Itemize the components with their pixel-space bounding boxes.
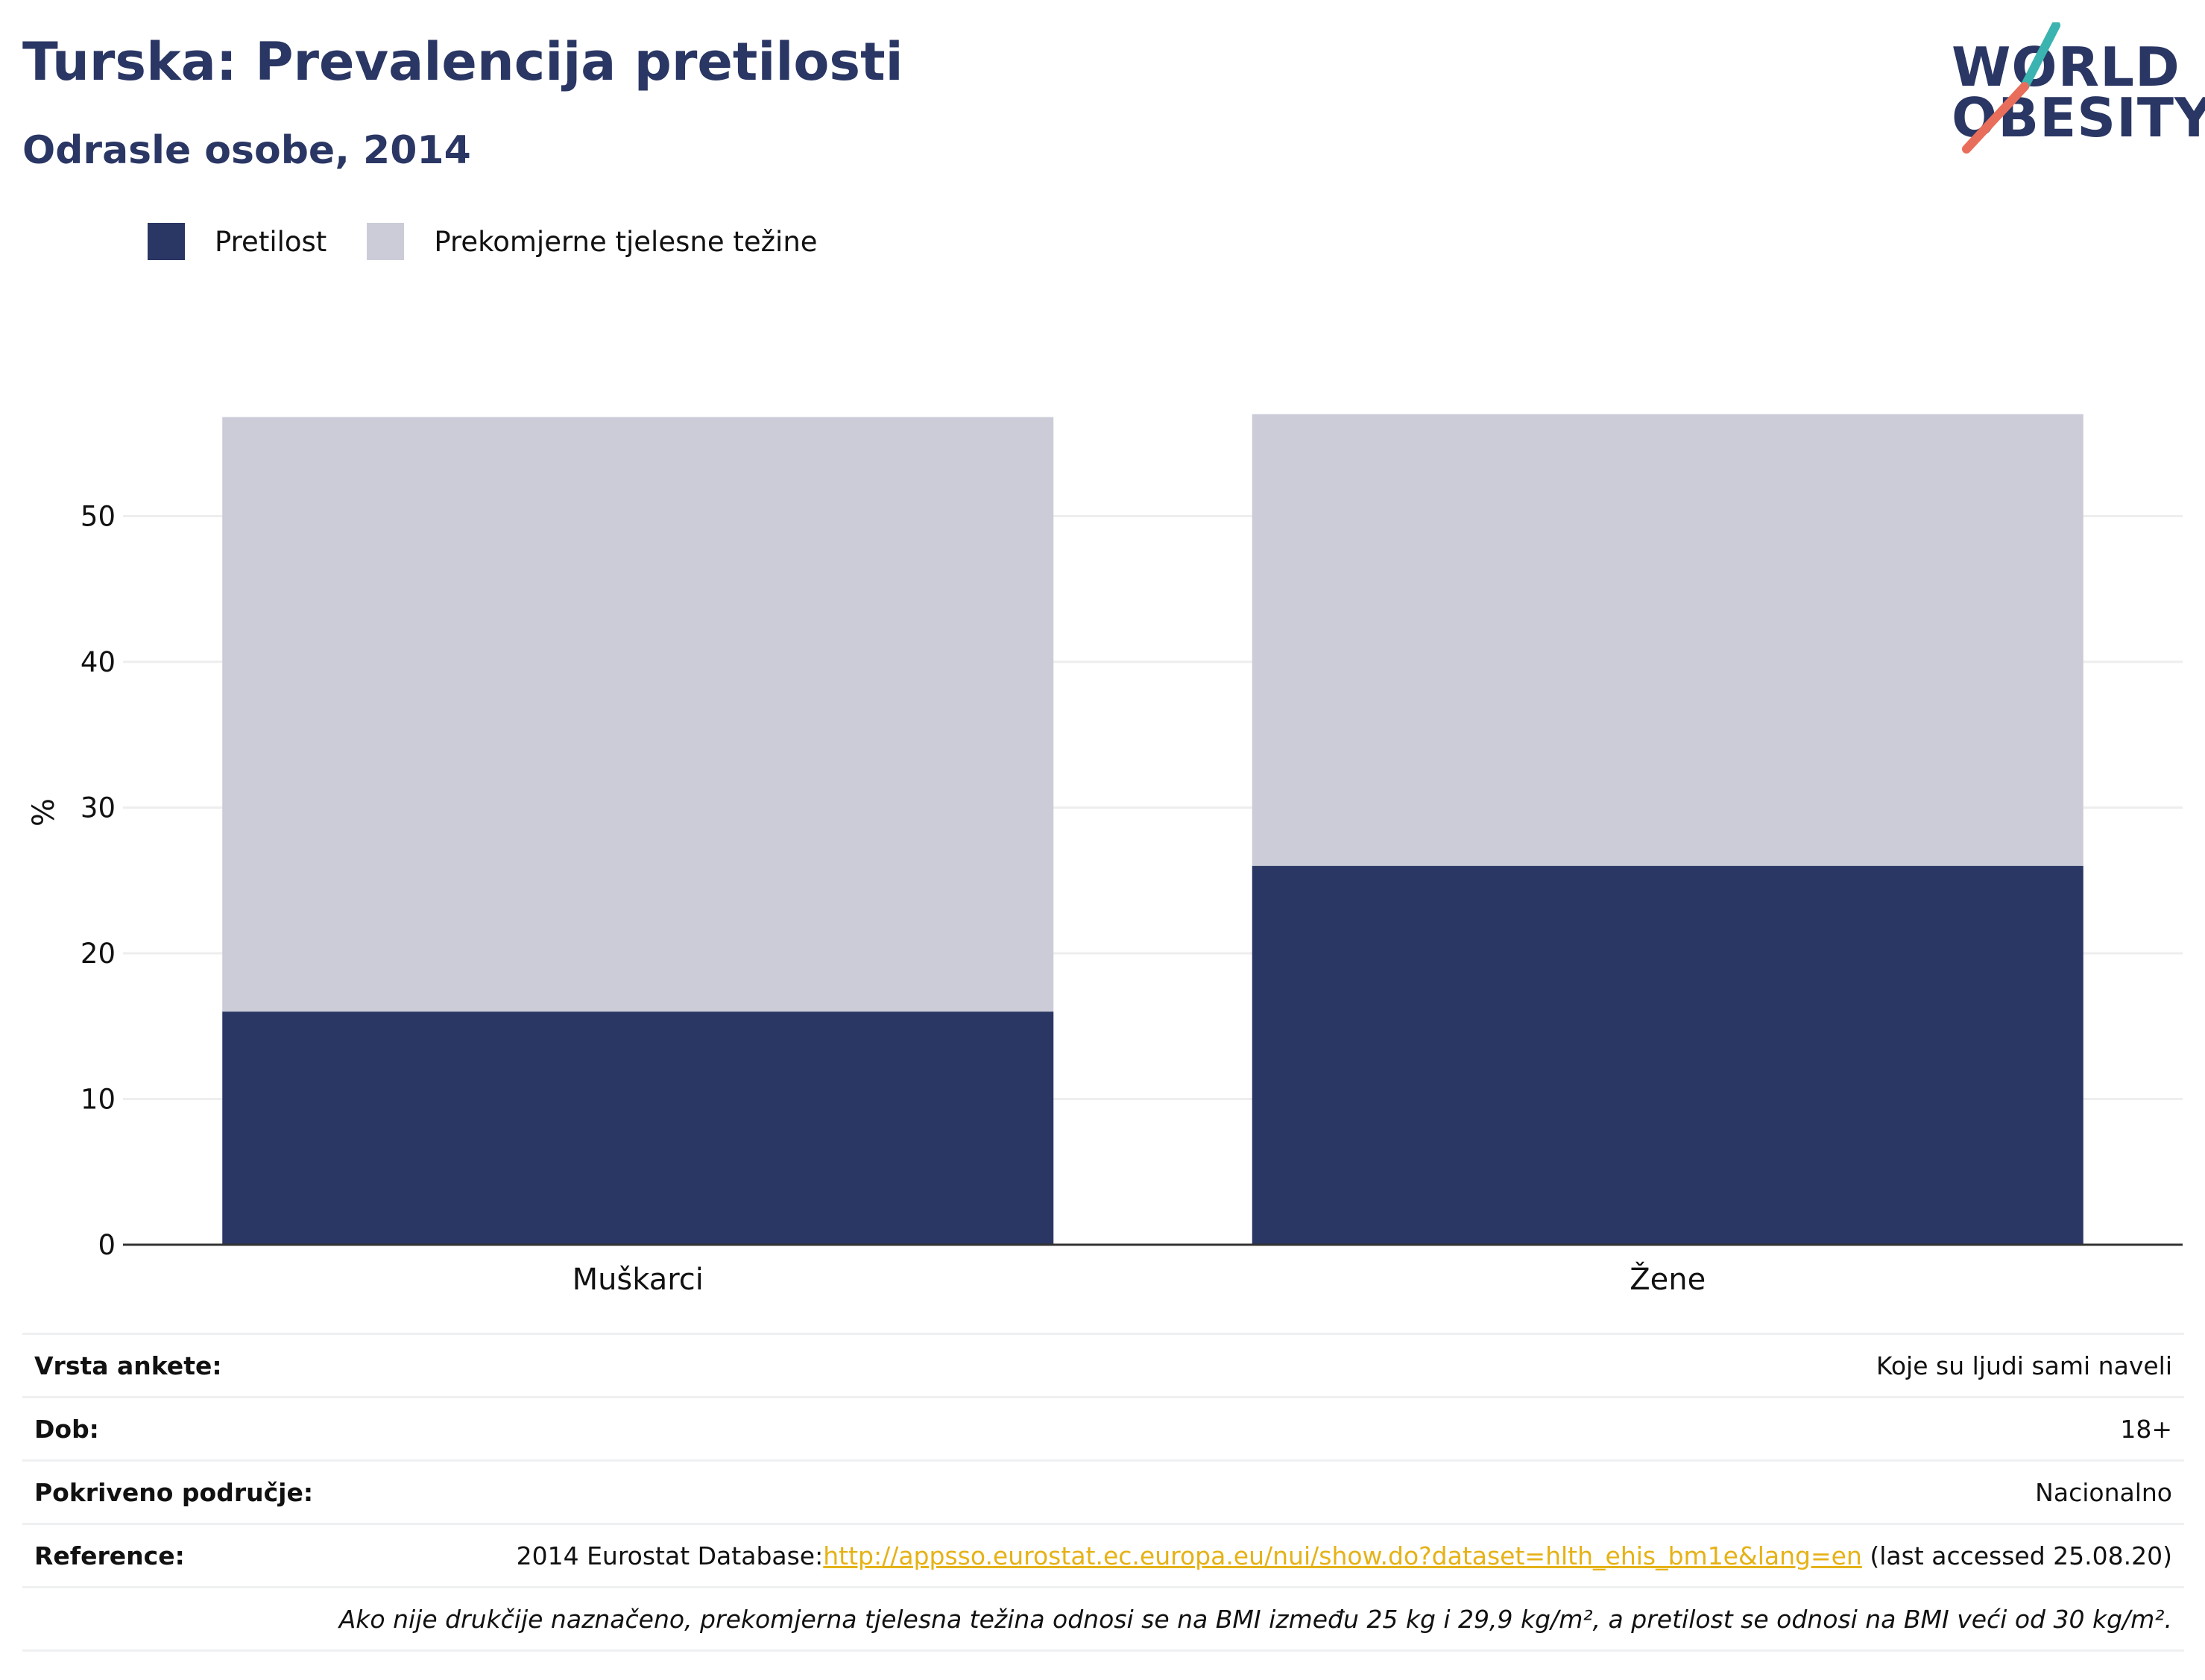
chart-legend: Pretilost Prekomjerne tjelesne težine — [148, 219, 858, 264]
y-tick-label: 50 — [81, 501, 116, 533]
x-tick-label: Žene — [1630, 1261, 1706, 1297]
legend-label-obesity: Pretilost — [215, 225, 327, 258]
info-row-survey: Vrsta ankete: Koje su ljudi sami naveli — [22, 1333, 2184, 1396]
y-tick-label: 40 — [81, 646, 116, 678]
reference-prefix: 2014 Eurostat Database: — [516, 1541, 824, 1570]
info-row-age: Dob: 18+ — [22, 1396, 2184, 1459]
coverage-value: Nacionalno — [2035, 1477, 2172, 1507]
bar-obesity — [1252, 865, 2083, 1245]
info-row-reference: Reference: 2014 Eurostat Database:http:/… — [22, 1523, 2184, 1586]
legend-label-overweight: Prekomjerne tjelesne težine — [434, 225, 818, 258]
legend-swatch-obesity — [148, 223, 185, 260]
info-row-note: Ako nije drukčije naznačeno, prekomjerna… — [22, 1586, 2184, 1652]
info-table: Vrsta ankete: Koje su ljudi sami naveli … — [22, 1333, 2184, 1652]
y-tick-label: 30 — [81, 792, 116, 824]
x-tick-label: Muškarci — [572, 1263, 704, 1297]
y-tick-label: 0 — [98, 1229, 116, 1261]
y-tick-label: 20 — [81, 938, 116, 970]
coverage-label: Pokriveno područje: — [34, 1477, 314, 1507]
y-axis-label: % — [27, 798, 61, 827]
reference-value: 2014 Eurostat Database:http://appsso.eur… — [517, 1541, 2172, 1570]
reference-link[interactable]: http://appsso.eurostat.ec.europa.eu/nui/… — [823, 1541, 1862, 1570]
world-obesity-logo: WORLD OBESITY — [1931, 22, 2205, 157]
logo-text-world: WORLD — [1952, 36, 2180, 98]
bar-overweight — [222, 417, 1054, 1012]
survey-value: Koje su ljudi sami naveli — [1876, 1351, 2172, 1380]
bar-obesity — [222, 1011, 1054, 1245]
page-title: Turska: Prevalencija pretilosti — [22, 31, 903, 92]
legend-swatch-overweight — [367, 223, 405, 260]
bar-chart: 0 10 20 30 40 50% Muškarci Žene — [27, 414, 2183, 1297]
y-tick-label: 10 — [81, 1084, 116, 1116]
reference-suffix: (last accessed 25.08.20) — [1861, 1541, 2172, 1570]
info-row-coverage: Pokriveno područje: Nacionalno — [22, 1459, 2184, 1523]
bar-overweight — [1252, 414, 2083, 866]
logo-slash-icon — [1962, 22, 2060, 154]
page-subtitle: Odrasle osobe, 2014 — [22, 128, 471, 173]
legend-item-overweight[interactable]: Prekomjerne tjelesne težine — [367, 223, 818, 260]
survey-label: Vrsta ankete: — [34, 1351, 222, 1380]
age-value: 18+ — [2120, 1414, 2172, 1444]
legend-item-obesity[interactable]: Pretilost — [148, 223, 327, 260]
reference-label: Reference: — [34, 1541, 185, 1570]
definition-note: Ako nije drukčije naznačeno, prekomjerna… — [338, 1604, 2172, 1634]
age-label: Dob: — [34, 1414, 99, 1444]
